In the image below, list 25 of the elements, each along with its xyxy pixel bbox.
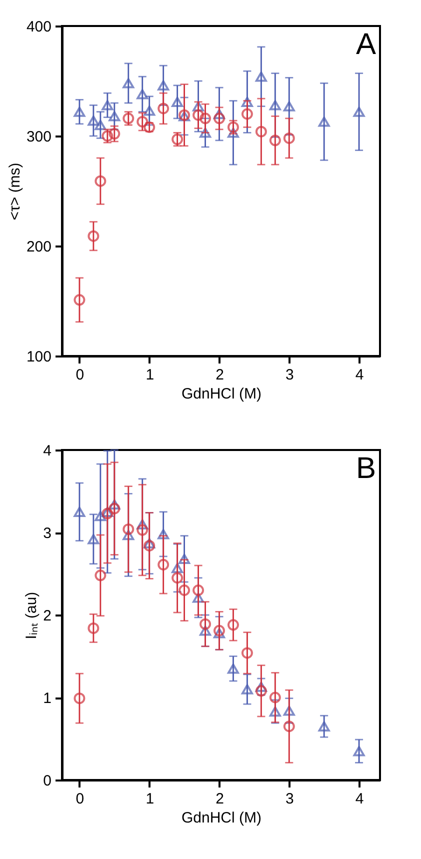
- x-axis-title: GdnHCl (M): [181, 810, 262, 826]
- x-tick-label: 0: [76, 366, 84, 384]
- x-tick-label: 3: [285, 366, 294, 384]
- x-tick-label: 1: [146, 366, 154, 384]
- annotation: A: [356, 28, 376, 61]
- y-tick-label: 100: [26, 348, 52, 366]
- y-tick-label: 400: [26, 18, 52, 36]
- y-tick-label: 3: [43, 525, 52, 542]
- x-tick-label: 4: [355, 366, 364, 384]
- x-tick-label: 2: [216, 790, 224, 808]
- y-tick-label: 200: [26, 238, 52, 256]
- y-tick-label: 1: [43, 690, 52, 707]
- y-tick-label: 2: [43, 608, 52, 624]
- x-tick-label: 1: [146, 790, 154, 808]
- x-tick-label: 0: [76, 790, 84, 808]
- x-tick-label: 2: [216, 366, 224, 384]
- y-tick-label: 4: [43, 442, 52, 460]
- y-axis-title: <τ> (ms): [6, 162, 24, 220]
- y-tick-label: 0: [43, 772, 52, 790]
- annotation: B: [356, 452, 376, 485]
- x-tick-label: 3: [285, 790, 294, 808]
- x-tick-label: 4: [355, 790, 364, 808]
- y-axis-title: Iᵢₙₜ (au): [23, 592, 40, 640]
- y-tick-label: 300: [26, 128, 52, 146]
- x-axis-title: GdnHCl (M): [181, 386, 262, 402]
